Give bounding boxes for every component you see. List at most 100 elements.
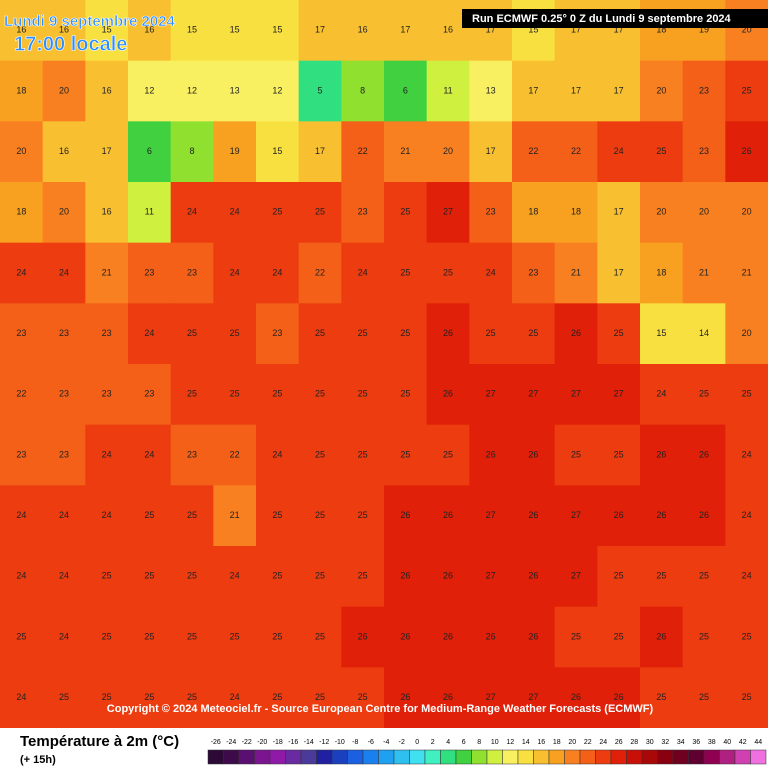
scale-tick-label: -12: [319, 739, 329, 746]
temperature-label: 25: [699, 692, 709, 702]
temperature-label: 22: [571, 146, 581, 156]
temperature-label: 15: [528, 25, 538, 35]
temperature-label: 25: [528, 328, 538, 338]
temperature-label: 25: [187, 571, 197, 581]
scale-swatch: [362, 749, 379, 765]
temperature-label: 17: [614, 207, 624, 217]
scale-swatch: [331, 749, 348, 765]
temperature-cell: [640, 424, 684, 486]
temperature-label: 24: [742, 449, 752, 459]
temperature-cell: [597, 182, 641, 244]
temperature-label: 24: [230, 692, 240, 702]
temperature-cell: [213, 364, 257, 426]
temperature-label: 25: [614, 449, 624, 459]
temperature-label: 25: [187, 692, 197, 702]
temperature-label: 22: [315, 267, 325, 277]
scale-swatch: [517, 749, 534, 765]
temperature-label: 25: [358, 449, 368, 459]
temperature-label: 26: [528, 449, 538, 459]
temperature-label: 16: [102, 85, 112, 95]
temperature-cell: [384, 546, 428, 608]
temperature-cell: [256, 121, 300, 183]
temperature-label: 17: [528, 85, 538, 95]
temperature-cell: [384, 364, 428, 426]
temperature-label: 16: [59, 25, 69, 35]
temperature-label: 19: [230, 146, 240, 156]
temperature-cell: [512, 546, 556, 608]
temperature-cell: [682, 485, 726, 547]
temperature-label: 26: [571, 692, 581, 702]
temperature-cell: [512, 121, 556, 183]
temperature-cell: [469, 60, 513, 122]
temperature-label: 24: [59, 631, 69, 641]
temperature-cell: [170, 242, 214, 304]
temperature-cell: [512, 242, 556, 304]
temperature-cell: [682, 364, 726, 426]
scale-tick-label: -24: [226, 739, 236, 746]
temperature-label: 26: [443, 692, 453, 702]
temperature-label: 25: [656, 146, 666, 156]
scale-tick-label: 34: [677, 739, 685, 746]
temperature-label: 24: [102, 449, 112, 459]
scale-swatch: [703, 749, 720, 765]
temperature-label: 17: [614, 267, 624, 277]
temperature-cell: [170, 182, 214, 244]
temperature-label: 25: [443, 449, 453, 459]
temperature-label: 20: [742, 328, 752, 338]
temperature-label: 23: [102, 389, 112, 399]
scale-swatch: [300, 749, 317, 765]
temperature-cell: [42, 121, 86, 183]
temperature-cell: [426, 303, 470, 365]
temperature-label: 23: [187, 267, 197, 277]
scale-tick-label: 26: [615, 739, 623, 746]
temperature-cell: [0, 182, 44, 244]
temperature-label: 11: [443, 85, 452, 95]
scale-tick-label: -14: [304, 739, 314, 746]
temperature-cell: [426, 667, 470, 729]
temperature-cell: [341, 667, 385, 729]
temperature-cell: [512, 182, 556, 244]
temperature-cell: [554, 485, 598, 547]
temperature-label: 25: [230, 328, 240, 338]
temperature-label: 25: [614, 571, 624, 581]
temperature-cell: [298, 546, 342, 608]
temperature-label: 25: [272, 207, 282, 217]
scale-swatch: [455, 749, 472, 765]
temperature-label: 27: [571, 389, 581, 399]
temperature-label: 14: [699, 328, 709, 338]
temperature-cell: [256, 0, 300, 62]
scale-swatch: [378, 749, 395, 765]
temperature-cell: [384, 303, 428, 365]
temperature-cell: [298, 60, 342, 122]
scale-swatch: [254, 749, 271, 765]
scale-swatch: [409, 749, 426, 765]
temperature-label: 25: [400, 328, 410, 338]
temperature-label: 17: [486, 146, 496, 156]
temperature-cell: [128, 182, 172, 244]
temperature-label: 25: [358, 510, 368, 520]
temperature-label: 25: [571, 631, 581, 641]
temperature-label: 15: [272, 25, 282, 35]
temperature-cell: [725, 242, 768, 304]
temperature-cell: [725, 182, 768, 244]
temperature-label: 16: [443, 25, 453, 35]
temperature-label: 25: [102, 571, 112, 581]
temperature-label: 25: [272, 389, 282, 399]
temperature-cell: [298, 606, 342, 668]
temperature-cell: [640, 606, 684, 668]
temperature-cell: [213, 667, 257, 729]
temperature-label: 26: [528, 631, 538, 641]
temperature-label: 26: [742, 146, 752, 156]
temperature-cell: [725, 424, 768, 486]
temperature-label: 22: [230, 449, 240, 459]
scale-tick-label: -4: [383, 739, 389, 746]
temperature-cell: [42, 60, 86, 122]
temperature-cell: [640, 667, 684, 729]
temperature-cell: [0, 667, 44, 729]
temperature-label: 26: [443, 571, 453, 581]
temperature-label: 16: [144, 25, 154, 35]
temperature-label: 26: [443, 389, 453, 399]
temperature-cell: [597, 60, 641, 122]
temperature-cell: [42, 242, 86, 304]
temperature-label: 24: [16, 267, 26, 277]
